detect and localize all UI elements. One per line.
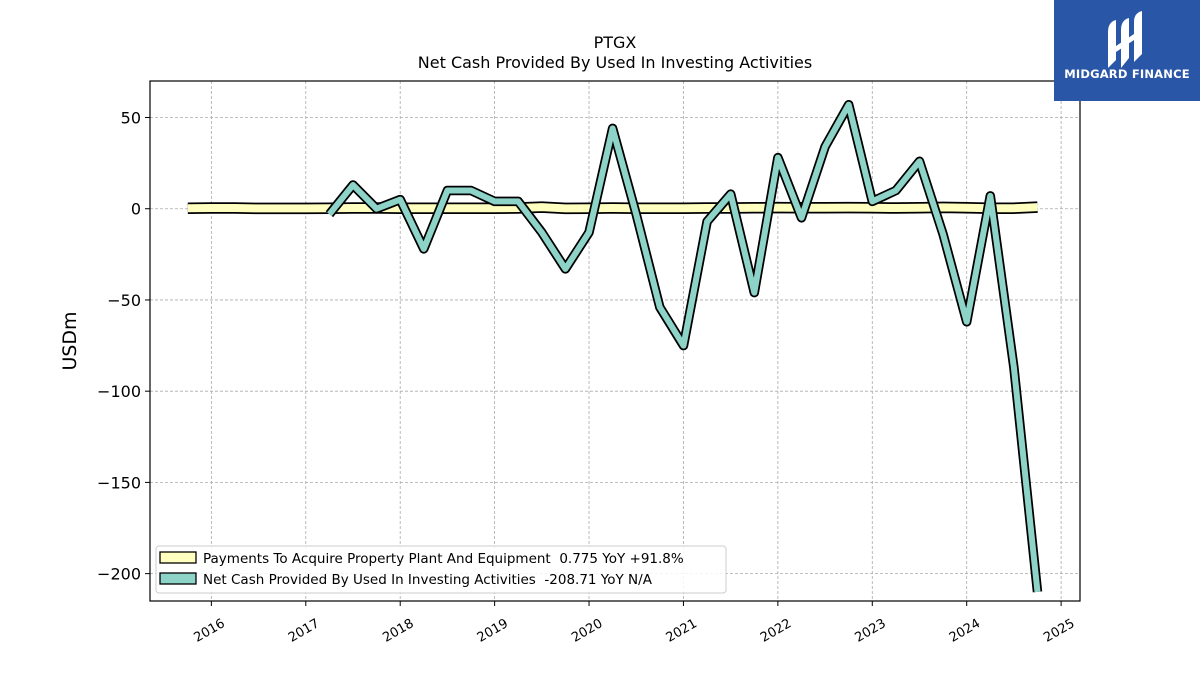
x-tick-label: 2016 (192, 616, 228, 646)
chart-title-line1: PTGX (594, 33, 637, 52)
y-axis-label: USDm (59, 311, 81, 370)
series-lines (187, 99, 1043, 593)
y-tick-label: −50 (107, 291, 141, 310)
legend-label-ppe: Payments To Acquire Property Plant And E… (203, 551, 684, 567)
plot-frame (149, 80, 1081, 602)
y-tick-label: −100 (97, 382, 141, 401)
x-axis-ticks: 2016 2017 2018 2019 2020 2021 2022 2023 2024 2025 (192, 601, 1077, 646)
midgard-m-logo-icon (1108, 11, 1142, 68)
legend-swatch-investing (159, 572, 197, 585)
x-tick-label: 2020 (569, 616, 605, 646)
x-tick-label: 2019 (475, 616, 511, 646)
x-tick-label: 2017 (286, 616, 322, 646)
y-axis-ticks: 50 0 −50 −100 −150 −200 (97, 108, 150, 584)
legend-swatch-ppe (159, 551, 197, 564)
x-tick-label: 2025 (1041, 616, 1077, 646)
x-tick-label: 2023 (852, 616, 888, 646)
y-tick-label: 0 (131, 200, 141, 219)
legend-box (155, 545, 727, 594)
chart-title-line2: Net Cash Provided By Used In Investing A… (418, 53, 812, 72)
grid (150, 81, 1080, 601)
series-0-line (187, 203, 1038, 213)
brand-logo: MIDGARD FINANCE (1054, 0, 1200, 101)
legend: Payments To Acquire Property Plant And E… (155, 545, 727, 594)
x-tick-label: 2018 (380, 616, 416, 646)
y-tick-label: −150 (97, 473, 141, 492)
x-tick-label: 2024 (947, 616, 983, 646)
legend-label-investing: Net Cash Provided By Used In Investing A… (203, 572, 653, 588)
series-1-line (327, 101, 1041, 593)
x-tick-label: 2021 (664, 616, 700, 646)
x-tick-label: 2022 (758, 616, 794, 646)
y-tick-label: 50 (121, 108, 141, 127)
brand-name: MIDGARD FINANCE (1064, 67, 1190, 81)
y-tick-label: −200 (97, 565, 141, 584)
